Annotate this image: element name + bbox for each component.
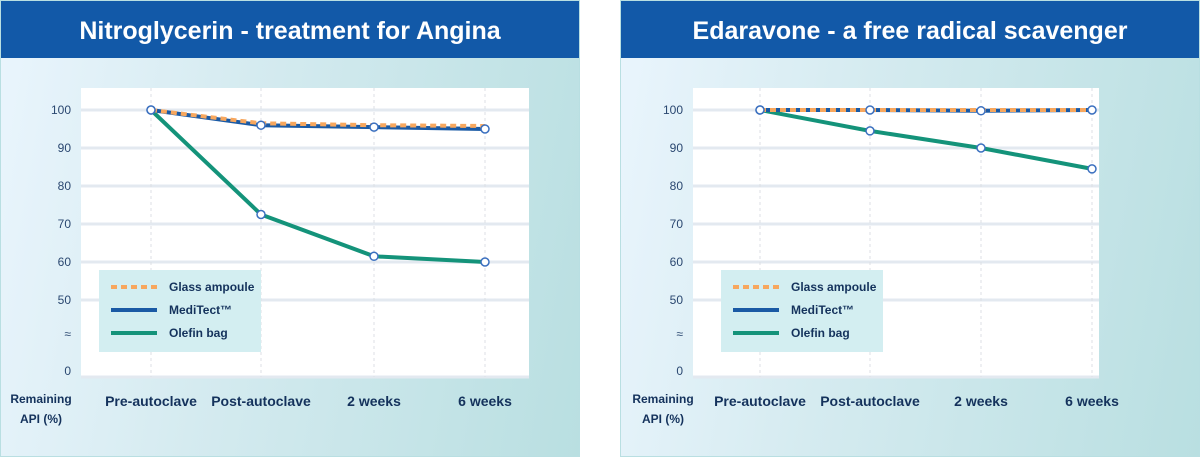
y-tick-label: 70 xyxy=(58,217,72,231)
y-axis-label: Remaining xyxy=(10,392,71,406)
chart-panel-nitroglycerin: Nitroglycerin - treatment for Angina 100… xyxy=(0,0,580,457)
y-tick-label: ≈ xyxy=(676,327,683,341)
data-point xyxy=(976,106,986,116)
chart-panel-edaravone: Edaravone - a free radical scavenger 100… xyxy=(620,0,1200,457)
y-tick-label: 60 xyxy=(670,255,684,269)
series-line xyxy=(149,108,486,264)
y-tick-label: 50 xyxy=(670,293,684,307)
data-point xyxy=(256,120,266,130)
data-point xyxy=(1087,105,1097,115)
y-axis-label: API (%) xyxy=(642,412,684,426)
data-point xyxy=(480,257,490,267)
legend-label: Olefin bag xyxy=(791,326,850,340)
y-tick-label: 80 xyxy=(670,179,684,193)
data-point xyxy=(480,124,490,134)
y-tick-label: 0 xyxy=(64,364,71,378)
line-chart-edaravone: 100 90 80 70 60 50 ≈0 Remaining API (%) Pre-autoc… xyxy=(632,88,1119,426)
x-tick-label: Post-autoclave xyxy=(211,393,311,409)
legend-label: Glass ampoule xyxy=(169,280,255,294)
chart-title: Nitroglycerin - treatment for Angina xyxy=(1,1,579,58)
legend-label: Olefin bag xyxy=(169,326,228,340)
data-point xyxy=(865,126,875,136)
data-point xyxy=(755,105,765,115)
data-point xyxy=(369,251,379,262)
y-tick-label: 100 xyxy=(663,103,683,117)
legend: Glass ampoule MediTect™ Olefin bag xyxy=(721,270,883,352)
y-tick-label: ≈ xyxy=(64,327,71,341)
x-tick-label: Pre-autoclave xyxy=(714,393,806,409)
y-tick-label: 80 xyxy=(58,179,72,193)
data-point xyxy=(865,105,875,115)
x-tick-label: 6 weeks xyxy=(1065,393,1119,409)
x-tick-label: Pre-autoclave xyxy=(105,393,197,409)
data-point xyxy=(1087,164,1097,174)
legend: Glass ampoule MediTect™ Olefin bag xyxy=(99,270,261,352)
y-tick-label: 90 xyxy=(670,141,684,155)
data-point xyxy=(146,105,156,115)
x-tick-label: 2 weeks xyxy=(347,393,401,409)
y-tick-label: 0 xyxy=(676,364,683,378)
series-line xyxy=(150,108,486,128)
data-point xyxy=(976,143,986,153)
data-point xyxy=(256,209,266,220)
line-chart-nitroglycerin: 100 90 80 70 60 50 ≈0 Remaining API (%) Pre-autoc… xyxy=(10,88,529,426)
legend-label: Glass ampoule xyxy=(791,280,877,294)
chart-title: Edaravone - a free radical scavenger xyxy=(621,1,1199,58)
legend-label: MediTect™ xyxy=(169,303,232,317)
legend-label: MediTect™ xyxy=(791,303,854,317)
y-tick-label: 70 xyxy=(670,217,684,231)
y-tick-label: 50 xyxy=(58,293,72,307)
y-tick-label: 90 xyxy=(58,141,72,155)
x-tick-label: Post-autoclave xyxy=(820,393,920,409)
y-axis-label: Remaining xyxy=(632,392,693,406)
series-line xyxy=(759,108,1093,171)
x-tick-label: 6 weeks xyxy=(458,393,512,409)
y-tick-label: 100 xyxy=(51,103,71,117)
data-point xyxy=(369,122,379,132)
y-axis-label: API (%) xyxy=(20,412,62,426)
y-tick-label: 60 xyxy=(58,255,72,269)
x-tick-label: 2 weeks xyxy=(954,393,1008,409)
